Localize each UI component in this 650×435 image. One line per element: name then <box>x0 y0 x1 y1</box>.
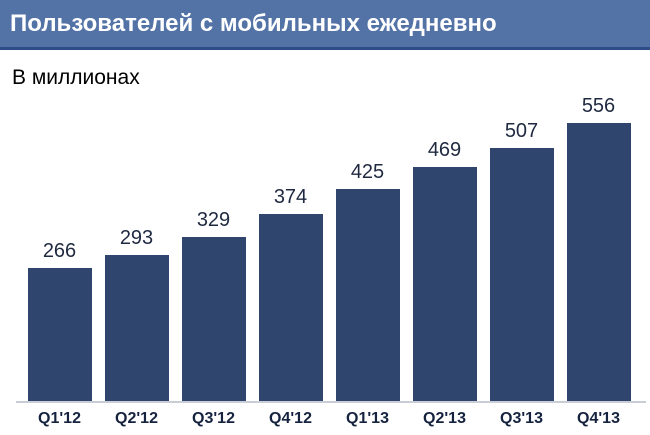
bar <box>258 214 323 401</box>
bar-group: 266 <box>21 240 98 401</box>
bar-group: 556 <box>560 95 637 401</box>
bar <box>181 236 246 401</box>
chart-subtitle-units: В миллионах <box>12 66 140 89</box>
page-title: Пользователей с мобильных ежедневно <box>10 9 497 37</box>
bar <box>104 254 169 401</box>
bar-value-label: 374 <box>273 186 308 208</box>
bar-value-label: 507 <box>504 119 539 142</box>
x-axis-line <box>16 401 646 403</box>
bar-value-label: 293 <box>119 226 154 249</box>
bar <box>489 147 554 401</box>
bars-area: 266 293 329 374 425 469 507 556 <box>21 90 637 401</box>
bar-value-label: 556 <box>581 95 616 117</box>
x-axis-label: Q4'13 <box>577 410 620 427</box>
bar-group: 329 <box>175 208 252 401</box>
bar-value-label: 329 <box>196 208 231 231</box>
x-axis-label: Q3'12 <box>192 410 235 427</box>
x-axis-label: Q1'12 <box>38 410 81 427</box>
bar-group: 425 <box>329 160 406 401</box>
bar-value-label: 425 <box>350 160 385 183</box>
bar-value-label: 469 <box>427 138 462 161</box>
bar-group: 293 <box>98 226 175 401</box>
bar <box>566 123 631 401</box>
bar-group: 374 <box>252 186 329 401</box>
x-axis-label: Q3'13 <box>500 410 543 427</box>
bar-value-label: 266 <box>42 240 77 262</box>
x-axis-label: Q4'12 <box>269 410 312 427</box>
bar <box>335 188 400 401</box>
bar <box>412 166 477 401</box>
x-axis-label: Q2'13 <box>423 410 466 427</box>
bar-chart: 266 293 329 374 425 469 507 556 Q1'12 Q2'12 Q3'12… <box>0 90 650 428</box>
x-axis-labels: Q1'12 Q2'12 Q3'12 Q4'12 Q1'13 Q2'13 Q3'13 Q4'13 <box>21 410 637 428</box>
x-axis-label: Q2'12 <box>115 410 158 427</box>
header-banner: Пользователей с мобильных ежедневно <box>0 0 650 50</box>
bar-group: 469 <box>406 138 483 401</box>
x-axis-label: Q1'13 <box>346 410 389 427</box>
bar <box>27 268 92 401</box>
bar-group: 507 <box>483 119 560 401</box>
